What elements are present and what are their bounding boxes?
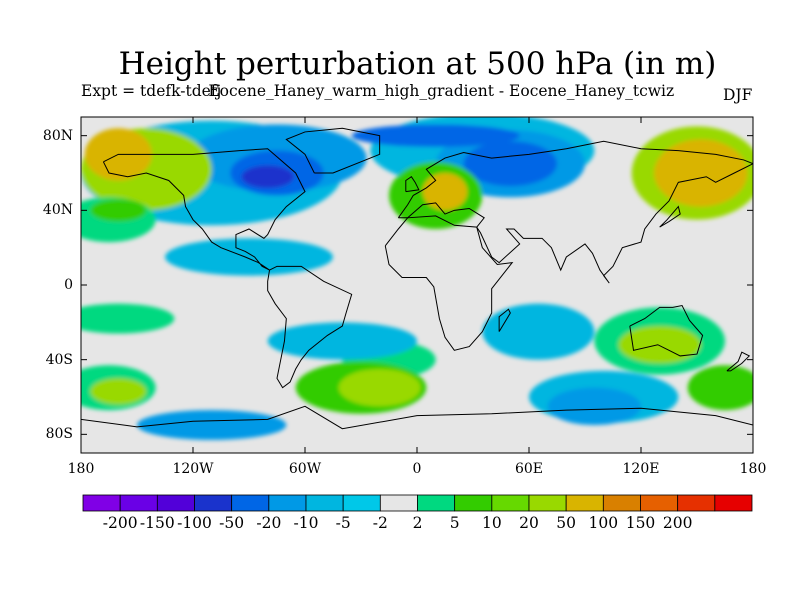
lon-label: 60E	[514, 461, 544, 477]
lat-label: 80S	[45, 426, 73, 443]
colorbar-label: -150	[139, 514, 175, 532]
contour-region	[241, 165, 294, 188]
experiment-overlap-label: Eocene_Haney_warm_high_gradient - Eocene…	[208, 82, 675, 100]
colorbar-label: -10	[293, 514, 319, 532]
coastlines	[81, 127, 753, 430]
colorbar-label: 100	[588, 514, 619, 532]
lon-label: 180	[67, 461, 95, 477]
contour-region	[351, 124, 520, 147]
lon-label: 180	[739, 461, 767, 477]
colorbar-label: 10	[481, 514, 502, 532]
contour-region	[90, 199, 147, 222]
colorbar-label: -2	[372, 514, 388, 532]
colorbar-label: -20	[256, 514, 282, 532]
colorbar-swatch	[417, 494, 456, 512]
colorbar-swatch	[602, 494, 641, 512]
colorbar-swatch	[565, 494, 604, 512]
colorbar-swatch	[231, 494, 270, 512]
contour-region	[137, 410, 287, 440]
colorbar-swatch	[528, 494, 567, 512]
coastline	[384, 215, 514, 351]
colorbar-label: -50	[219, 514, 245, 532]
experiment-subtitle: Expt = tdefk-tdefjEocene_Haney_warm_high…	[81, 82, 674, 100]
colorbar-swatch	[156, 494, 195, 512]
colorbar-swatch	[714, 494, 753, 512]
lat-label: 80N	[42, 127, 73, 144]
contour-region	[618, 326, 701, 364]
experiment-label: Expt = tdefk-tdefj	[81, 82, 222, 100]
lat-label: 40S	[45, 351, 73, 368]
coastline	[81, 405, 753, 430]
colorbar-label: -100	[177, 514, 212, 532]
colorbar-label: 150	[625, 514, 656, 532]
colorbar-swatch	[82, 494, 121, 512]
colorbar-label: -200	[102, 514, 138, 532]
contour-region	[482, 303, 595, 360]
colorbar-swatch	[268, 494, 307, 512]
lon-label: 120W	[172, 461, 214, 477]
colorbar-swatch	[454, 494, 493, 512]
lon-label: 0	[412, 461, 422, 477]
colorbar-swatch	[194, 494, 233, 512]
contour-region	[463, 141, 557, 187]
contour-region	[687, 365, 753, 411]
coastline	[405, 176, 420, 193]
colorbar-label: 5	[449, 514, 460, 532]
colorbar-label: -5	[335, 514, 351, 532]
colorbar-swatch	[640, 494, 679, 512]
contour-region	[422, 173, 468, 211]
contour-region	[547, 387, 641, 426]
coastline	[267, 265, 353, 389]
colorbar-swatch	[491, 494, 530, 512]
colorbar-label: 50	[556, 514, 577, 532]
lon-label: 60W	[288, 461, 322, 477]
axis-ticks	[80, 117, 754, 453]
coastline	[498, 308, 511, 332]
coastline	[629, 304, 704, 357]
colorbar-swatch	[677, 494, 716, 512]
lon-label: 120E	[622, 461, 660, 477]
contour-region	[90, 378, 147, 405]
season-label: DJF	[723, 86, 753, 104]
colorbar-swatch	[305, 494, 344, 512]
contour-region	[81, 303, 175, 334]
coastline	[397, 140, 753, 284]
coastline	[659, 205, 681, 228]
map-title: Height perturbation at 500 hPa (in m)	[118, 46, 717, 82]
contour-region	[267, 322, 417, 360]
colorbar-label: 20	[519, 514, 539, 532]
colorbar-swatch	[119, 494, 158, 512]
coastline	[285, 127, 381, 174]
colorbar-label: 2	[412, 514, 423, 532]
colorbar	[82, 494, 753, 512]
lat-label: 0	[64, 277, 73, 293]
colorbar-swatch	[379, 494, 418, 512]
contour-region	[165, 238, 333, 276]
contour-region	[338, 369, 421, 407]
colorbar-swatch	[342, 494, 381, 512]
coastline	[102, 148, 306, 271]
lat-label: 40N	[42, 202, 73, 219]
contour-regions	[81, 117, 753, 440]
colorbar-label: 200	[662, 514, 693, 532]
coastline	[726, 351, 751, 372]
